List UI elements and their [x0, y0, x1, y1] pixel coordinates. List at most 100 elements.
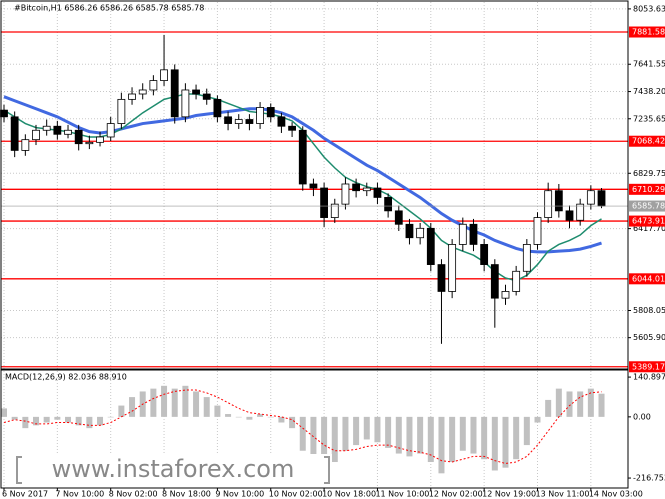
plot [0, 31, 628, 474]
candle-body [309, 183, 318, 189]
macd-bar [385, 416, 392, 448]
macd-bar [545, 399, 552, 417]
candle-body [437, 264, 446, 292]
x-tick-label: 8 Nov 02:00 [109, 490, 158, 499]
macd-bar [427, 416, 434, 463]
x-tick-label: 12 Nov 02:00 [429, 490, 483, 499]
macd-bar [129, 397, 136, 417]
macd-bar [278, 416, 285, 423]
macd-bar [470, 416, 477, 454]
level-label: 7881.58 [632, 28, 665, 37]
x-tick-label: 11 Nov 10:00 [375, 490, 429, 499]
macd-bar [203, 397, 210, 417]
candle-body [149, 80, 158, 91]
y-tick-label: 7235.65 [633, 114, 665, 123]
last-price-label: 6585.78 [632, 202, 665, 211]
x-tick-label: 12 Nov 19:00 [482, 490, 536, 499]
macd-bar [406, 416, 413, 457]
macd-bar [395, 416, 402, 454]
x-tick-label: 10 Nov 18:00 [322, 490, 376, 499]
candle-body [53, 125, 62, 135]
y-tick-label: 8053.63 [633, 4, 665, 13]
macd-bar [310, 416, 317, 460]
macd-bar [299, 416, 306, 451]
candle-body [42, 125, 51, 131]
candle-body [565, 210, 574, 221]
watermark: www.instaforex.com [14, 454, 332, 486]
level-label-box [629, 215, 665, 227]
y-tick-label: 6829.75 [633, 169, 665, 178]
macd-bar [118, 405, 125, 417]
macd-bar [75, 416, 82, 426]
macd-bar [107, 416, 114, 418]
macd-bar [97, 416, 104, 426]
candle-body [490, 264, 499, 299]
level-label: 5389.17 [632, 362, 665, 371]
candle-body [298, 129, 307, 185]
macd-bar [523, 416, 530, 446]
macd-bar [182, 385, 189, 417]
candle-body [586, 190, 595, 205]
candle-body [373, 187, 382, 198]
macd-bar [193, 391, 200, 417]
macd-bar [150, 388, 157, 417]
watermark-box [14, 454, 332, 486]
macd-bar [342, 416, 349, 451]
level-label-box [629, 26, 665, 38]
macd-bar [459, 416, 466, 451]
macd-bar [353, 416, 360, 446]
candle-body [202, 93, 211, 100]
candle-body [501, 291, 510, 299]
y-tick-label: 6417.70 [633, 224, 665, 233]
candle-body [512, 270, 521, 292]
x-tick-label: 9 Nov 10:00 [215, 490, 264, 499]
macd-bar [65, 416, 72, 423]
y-tick-label: 7641.55 [633, 60, 665, 69]
candle-body [458, 223, 467, 245]
candle-body [106, 123, 115, 138]
candle-body [224, 116, 232, 124]
candle-body [85, 141, 94, 145]
candle-body [266, 107, 275, 118]
candle-body [576, 203, 585, 221]
level-label: 7068.42 [632, 137, 665, 146]
macd-signal [3, 389, 602, 464]
candle-body [597, 190, 606, 207]
candle-body [74, 129, 83, 145]
candle-body [10, 116, 19, 151]
chart-title: #Bitcoin,H1 6586.26 6586.26 6585.78 6585… [14, 4, 204, 13]
macd-bar [257, 414, 264, 417]
macd-frame [0, 369, 629, 489]
candle-body [544, 190, 553, 218]
candle-body [234, 119, 243, 124]
macd-bar [22, 416, 29, 429]
y-tick-label: 5605.90 [633, 333, 665, 342]
macd-bar [289, 416, 296, 429]
candle-body [277, 116, 286, 127]
candle-body [480, 244, 489, 265]
y-tick-label: -216.753 [633, 474, 665, 483]
macd-bar [246, 416, 253, 420]
candle-body [138, 89, 147, 95]
macd-bar [321, 416, 328, 468]
macd-bar [171, 388, 178, 417]
candle-body [0, 109, 8, 118]
level-label-box [629, 273, 665, 285]
macd-bar [1, 408, 7, 417]
x-tick-label: 8 Nov 18:00 [162, 490, 211, 499]
y-tick-label: 0.00 [633, 412, 651, 421]
candle-body [330, 203, 339, 218]
candle-body [21, 139, 30, 151]
candle-body [341, 183, 350, 205]
watermark-brackets [16, 456, 330, 484]
candle-body [320, 187, 329, 218]
level-label-box [629, 135, 665, 147]
candle-body [384, 197, 393, 212]
x-tick-label: 6 Nov 2017 [2, 490, 48, 499]
candle-body [416, 227, 425, 239]
x-tick-label: 14 Nov 03:00 [589, 490, 643, 499]
x-tick-label: 10 Nov 02:00 [269, 490, 323, 499]
x-tick-label: 13 Nov 11:00 [536, 490, 590, 499]
macd-bar [491, 416, 498, 471]
